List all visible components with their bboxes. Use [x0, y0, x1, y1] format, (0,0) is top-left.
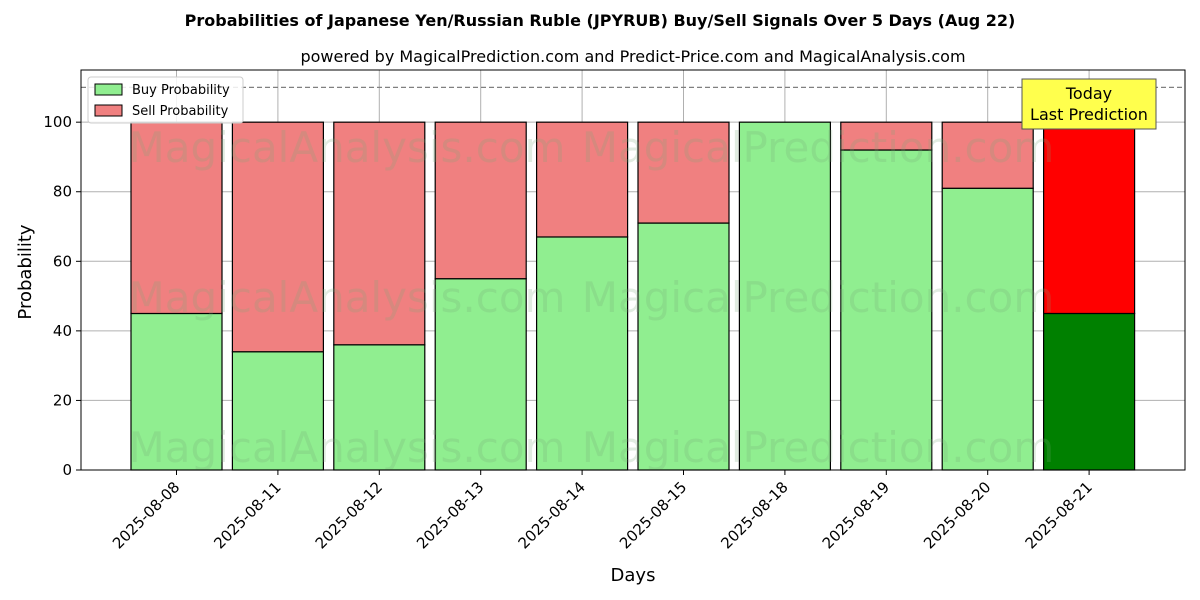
y-tick-label: 20	[53, 391, 72, 409]
sell-bar	[130, 121, 223, 315]
x-tick-label: 2025-08-14	[515, 478, 589, 552]
x-tick-label: 2025-08-13	[413, 478, 487, 552]
legend-swatch	[94, 83, 123, 96]
chart-title: Probabilities of Japanese Yen/Russian Ru…	[185, 11, 1016, 30]
x-tick-label: 2025-08-11	[210, 478, 284, 552]
y-tick-label: 80	[53, 183, 72, 201]
watermark: MagicalAnalysis.com	[129, 423, 566, 472]
x-tick-label: 2025-08-18	[717, 478, 791, 552]
x-tick-label: 2025-08-08	[109, 478, 183, 552]
x-tick-label: 2025-08-15	[616, 478, 690, 552]
sell-bar	[231, 121, 324, 353]
watermark: MagicalAnalysis.com	[129, 123, 566, 172]
buy-bar	[738, 121, 832, 471]
sell-bar	[535, 121, 629, 238]
x-tick-label: 2025-08-19	[819, 478, 893, 552]
watermarks: MagicalAnalysis.com MagicalPrediction.com…	[129, 123, 1055, 472]
x-tick-label: 2025-08-20	[920, 478, 994, 552]
sell-bar	[637, 121, 730, 224]
plot-frame	[80, 69, 1186, 471]
annotation-line1: Today	[1065, 84, 1112, 103]
buy-bar	[130, 312, 223, 471]
buy-bar	[637, 222, 730, 471]
sell-bar	[941, 121, 1034, 189]
y-tick-label: 60	[53, 252, 72, 270]
legend-label: Buy Probability	[132, 83, 230, 98]
sell-bar	[333, 121, 426, 346]
y-tick-label: 0	[62, 461, 72, 479]
buy-bar	[1042, 312, 1136, 471]
legend: Buy Probability Sell Probability	[87, 76, 244, 124]
legend-label: Sell Probability	[132, 104, 229, 119]
axes	[80, 69, 1186, 471]
legend-box	[87, 76, 244, 124]
today-annotation: Today Last Prediction	[1021, 78, 1157, 130]
buy-bar	[941, 187, 1034, 471]
y-tick-label: 100	[43, 113, 72, 131]
buy-bar	[840, 149, 933, 471]
buy-bar	[535, 236, 629, 471]
chart-subtitle: powered by MagicalPrediction.com and Pre…	[300, 47, 965, 66]
watermark: MagicalAnalysis.com	[129, 273, 566, 322]
bars	[130, 121, 1136, 471]
buy-bar	[434, 278, 527, 471]
annotation-line2: Last Prediction	[1030, 105, 1148, 124]
watermark: MagicalPrediction.com	[582, 423, 1055, 472]
annotation-box	[1021, 78, 1157, 130]
buy-bar	[333, 344, 426, 471]
y-tick-label: 40	[53, 322, 72, 340]
x-axis-label: Days	[611, 565, 656, 586]
legend-swatch	[94, 104, 123, 117]
x-tick-label: 2025-08-21	[1022, 478, 1096, 552]
watermark: MagicalPrediction.com	[582, 123, 1055, 172]
sell-bar	[1042, 121, 1136, 315]
watermark: MagicalPrediction.com	[582, 273, 1055, 322]
x-tick-label: 2025-08-12	[312, 478, 386, 552]
sell-bar	[840, 121, 933, 151]
y-axis-label: Probability	[15, 224, 36, 319]
sell-bar	[434, 121, 527, 280]
